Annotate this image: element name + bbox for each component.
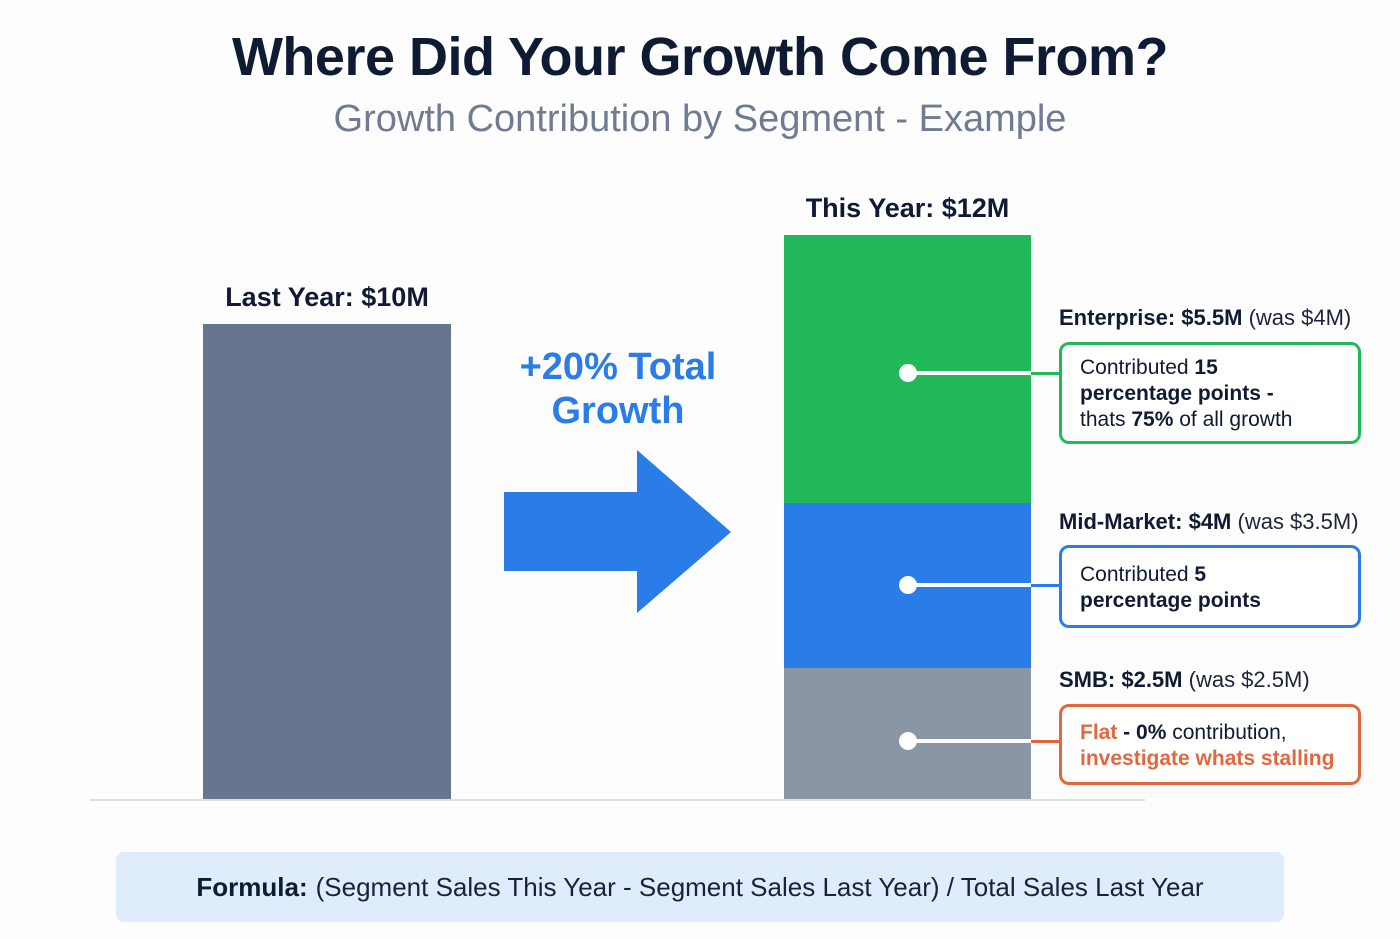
smb-value: $2.5M [1121, 667, 1183, 692]
enterprise-name: Enterprise: [1059, 305, 1176, 330]
enterprise-connector-ext [1031, 372, 1061, 375]
smb-connector-ext [1031, 740, 1061, 743]
enterprise-connector [908, 371, 1031, 375]
formula-box: Formula: (Segment Sales This Year - Segm… [116, 852, 1284, 922]
growth-line-1: +20% Total [519, 346, 717, 388]
callout-value: 0% [1136, 721, 1167, 744]
mid-market-callout: Contributed 5 percentage points [1059, 545, 1361, 628]
this-year-stacked-bar [784, 235, 1031, 800]
smb-title: SMB: $2.5M (was $2.5M) [1059, 667, 1310, 693]
page-subtitle: Growth Contribution by Segment - Example [333, 98, 1067, 140]
enterprise-title: Enterprise: $5.5M (was $4M) [1059, 305, 1351, 331]
chart-baseline [90, 799, 1145, 801]
callout-text: percentage points - [1080, 382, 1274, 405]
callout-text: Contributed [1080, 563, 1195, 586]
mid-market-prior-value: (was $3.5M) [1237, 509, 1359, 534]
last-year-bar [203, 324, 451, 800]
callout-value: 15 [1194, 356, 1218, 379]
callout-value: 5 [1194, 563, 1207, 586]
smb-connector [908, 739, 1031, 743]
callout-value: 75% [1131, 408, 1174, 431]
smb-prior-value: (was $2.5M) [1188, 667, 1310, 692]
formula-text: (Segment Sales This Year - Segment Sales… [315, 871, 1204, 902]
enterprise-callout: Contributed 15 percentage points - thats… [1059, 342, 1361, 444]
mid-market-name: Mid-Market: [1059, 509, 1183, 534]
callout-text: - [1117, 721, 1137, 744]
this-year-label: This Year: $12M [805, 193, 1010, 223]
enterprise-prior-value: (was $4M) [1248, 305, 1352, 330]
callout-text: percentage points [1080, 589, 1261, 612]
callout-text: Contributed [1080, 356, 1195, 379]
callout-text: of all growth [1173, 408, 1293, 431]
total-growth-label: +20% Total Growth [488, 345, 748, 433]
mid-market-value: $4M [1188, 509, 1232, 534]
right-arrow-icon [504, 450, 731, 613]
formula-label: Formula: [196, 871, 308, 902]
callout-action: investigate whats stalling [1080, 747, 1335, 770]
callout-text: contribution, [1166, 721, 1287, 744]
callout-text: thats [1080, 408, 1132, 431]
page-title: Where Did Your Growth Come From? [231, 27, 1169, 87]
last-year-label: Last Year: $10M [225, 282, 429, 312]
mid-market-connector-ext [1031, 584, 1061, 587]
enterprise-value: $5.5M [1181, 305, 1243, 330]
smb-name: SMB: [1059, 667, 1116, 692]
growth-line-2: Growth [551, 390, 685, 432]
mid-market-title: Mid-Market: $4M (was $3.5M) [1059, 509, 1359, 535]
flat-flag: Flat [1080, 721, 1118, 744]
smb-callout: Flat - 0% contribution, investigate what… [1059, 704, 1361, 785]
mid-market-connector [908, 583, 1031, 587]
